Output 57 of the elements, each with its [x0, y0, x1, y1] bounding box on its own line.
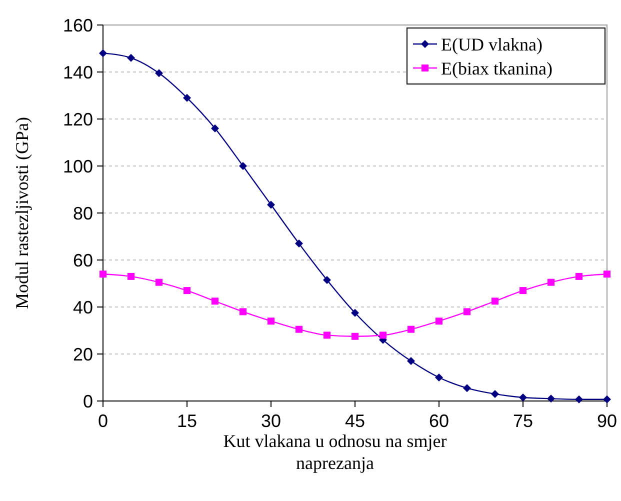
- legend-label: E(biax tkanina): [441, 58, 552, 78]
- y-tick-label: 100: [62, 156, 93, 176]
- point: [576, 272, 582, 280]
- x-tick-label: 30: [260, 411, 282, 431]
- point: [99, 49, 107, 58]
- point: [240, 308, 246, 316]
- point: [491, 390, 499, 398]
- y-tick-label: 140: [62, 62, 93, 82]
- point: [520, 287, 526, 294]
- point: [296, 326, 302, 333]
- legend-label: E(UD vlakna): [441, 34, 542, 54]
- point: [351, 308, 359, 317]
- x-tick-label: 45: [344, 411, 366, 431]
- point: [155, 69, 163, 78]
- point: [268, 318, 274, 325]
- x-tick-label: 0: [98, 411, 108, 431]
- point: [604, 270, 610, 278]
- point: [548, 278, 554, 286]
- point: [156, 278, 162, 286]
- point: [295, 240, 303, 248]
- point: [323, 276, 331, 284]
- y-tick-label: 120: [62, 109, 93, 130]
- y-axis-title: Modul rastezljivosti (GPa): [12, 117, 32, 309]
- point: [128, 272, 134, 280]
- point: [547, 394, 555, 403]
- point: [184, 287, 190, 294]
- point: [408, 326, 414, 333]
- point: [435, 374, 443, 382]
- y-tick-label: 80: [72, 203, 93, 224]
- x-axis-title: Kut vlakana u odnosu na smjer naprezanja: [223, 431, 447, 473]
- x-tick-label: 15: [176, 411, 198, 431]
- point: [603, 395, 611, 404]
- point: [127, 54, 135, 62]
- point: [463, 384, 471, 392]
- point: [436, 318, 442, 325]
- point: [380, 332, 386, 339]
- y-tick-label: 40: [72, 297, 93, 318]
- point: [212, 298, 218, 305]
- x-tick-label: 90: [596, 411, 618, 431]
- x-tick-label: 60: [428, 411, 450, 431]
- x-tick-label: 75: [512, 411, 534, 431]
- point: [239, 162, 247, 170]
- y-tick-label: 20: [72, 344, 93, 364]
- point: [464, 308, 470, 316]
- point: [100, 270, 106, 278]
- point: [324, 332, 330, 339]
- point: [352, 332, 358, 340]
- point: [267, 200, 275, 209]
- point: [492, 298, 498, 305]
- point: [407, 357, 415, 366]
- point: [183, 94, 191, 102]
- point: [575, 395, 583, 404]
- y-tick-label: 0: [82, 391, 93, 412]
- point: [519, 393, 527, 402]
- y-tick-label: 160: [62, 15, 93, 36]
- y-tick-label: 60: [72, 250, 93, 270]
- point: [211, 124, 219, 132]
